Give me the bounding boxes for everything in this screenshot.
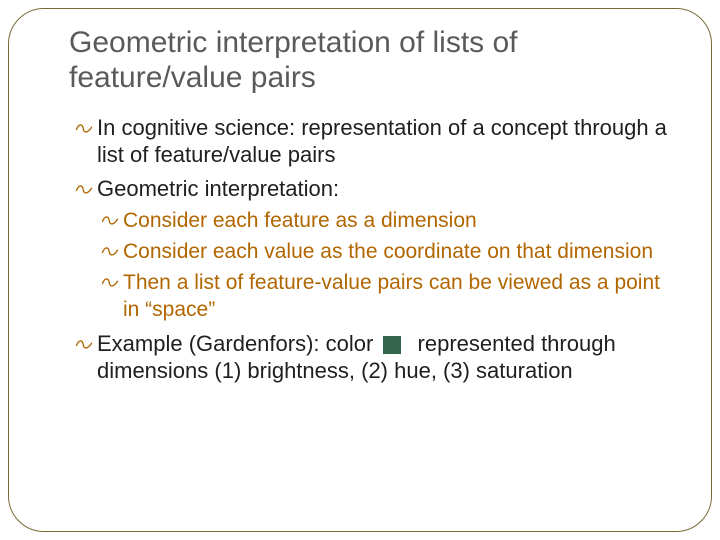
example-text: Example (Gardenfors): color represented … bbox=[97, 330, 671, 385]
bullet-text: Then a list of feature-value pairs can b… bbox=[123, 270, 671, 324]
bullet-level1-example: Example (Gardenfors): color represented … bbox=[75, 330, 671, 385]
script-bullet-icon bbox=[101, 270, 123, 324]
bullet-text: Geometric interpretation: bbox=[97, 175, 671, 203]
bullet-text: Consider each value as the coordinate on… bbox=[123, 239, 671, 266]
sub-bullet-group: Consider each feature as a dimension Con… bbox=[101, 208, 671, 324]
script-bullet-icon bbox=[101, 239, 123, 266]
script-bullet-icon bbox=[75, 175, 97, 203]
slide-frame: Geometric interpretation of lists of fea… bbox=[8, 8, 712, 532]
slide-body: In cognitive science: representation of … bbox=[75, 114, 671, 385]
script-bullet-icon bbox=[75, 330, 97, 385]
color-swatch-icon bbox=[383, 336, 401, 354]
bullet-level2: Consider each feature as a dimension bbox=[101, 208, 671, 235]
bullet-level1: Geometric interpretation: bbox=[75, 175, 671, 203]
bullet-level2: Then a list of feature-value pairs can b… bbox=[101, 270, 671, 324]
bullet-text: Consider each feature as a dimension bbox=[123, 208, 671, 235]
example-pre: Example (Gardenfors): color bbox=[97, 331, 379, 356]
bullet-level2: Consider each value as the coordinate on… bbox=[101, 239, 671, 266]
script-bullet-icon bbox=[75, 114, 97, 169]
bullet-text: In cognitive science: representation of … bbox=[97, 114, 671, 169]
script-bullet-icon bbox=[101, 208, 123, 235]
bullet-level1: In cognitive science: representation of … bbox=[75, 114, 671, 169]
slide-title: Geometric interpretation of lists of fea… bbox=[69, 25, 671, 96]
